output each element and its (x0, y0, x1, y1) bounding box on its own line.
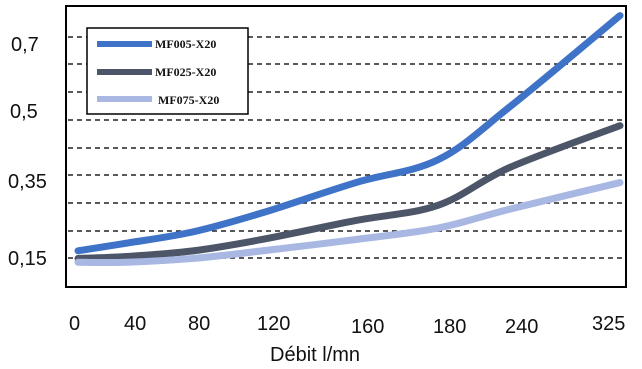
x-tick-label: 180 (433, 316, 466, 338)
y-tick-label: 0,15 (8, 248, 47, 270)
series-line-mf005-x20 (74, 12, 624, 255)
legend-label-mf075: MF075-X20 (158, 93, 219, 107)
legend-label-mf025: MF025-X20 (155, 65, 216, 79)
x-tick-label: 0 (69, 313, 80, 335)
legend: MF005-X20 MF025-X20 MF075-X20 (86, 27, 249, 115)
x-tick-label: 40 (124, 313, 146, 335)
y-tick-label: 0,5 (10, 101, 38, 123)
x-axis-ticks: 0 40 80 120 160 180 240 325 (69, 313, 625, 338)
legend-label-mf005: MF005-X20 (155, 37, 216, 51)
x-axis-title: Débit l/mn (270, 344, 360, 364)
y-tick-label: 0,35 (8, 171, 47, 193)
x-tick-label: 120 (257, 313, 290, 335)
x-tick-label: 325 (592, 313, 625, 335)
x-tick-label: 240 (505, 316, 538, 338)
x-tick-label: 80 (188, 313, 210, 335)
series-lines (74, 12, 624, 267)
y-axis-ticks: 0,15 0,35 0,5 0,7 (8, 34, 47, 270)
y-tick-label: 0,7 (11, 34, 39, 56)
series-line-mf025-x20 (74, 122, 624, 262)
x-tick-label: 160 (351, 316, 384, 338)
series-line-mf075-x20 (74, 179, 624, 267)
